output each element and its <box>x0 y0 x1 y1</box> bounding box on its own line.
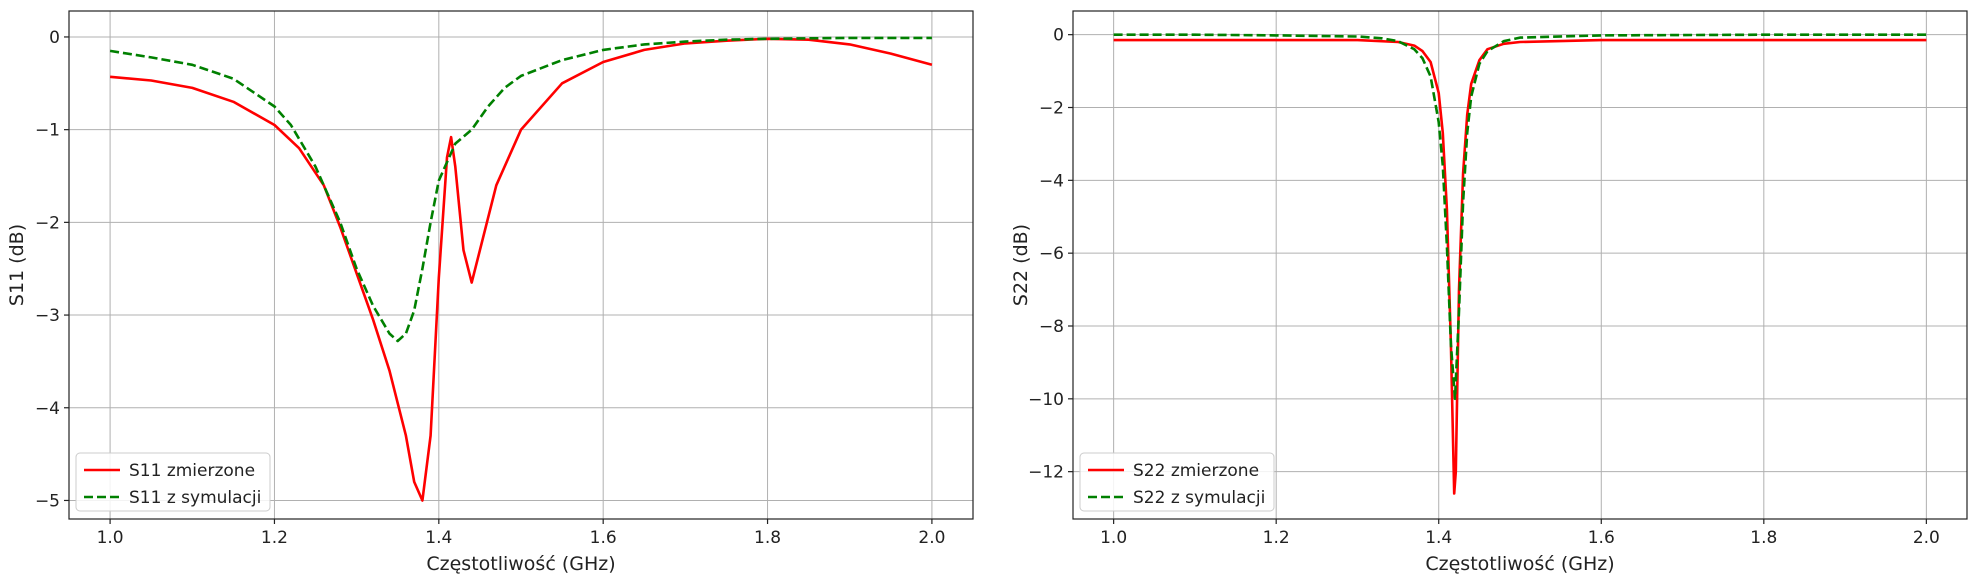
legend-label: S11 zmierzone <box>129 461 255 481</box>
y-tick-label: −6 <box>1039 244 1064 264</box>
x-tick-label: 1.0 <box>97 528 124 548</box>
legend-label: S22 zmierzone <box>1133 461 1259 481</box>
y-tick-label: −2 <box>1039 99 1064 119</box>
y-axis-label: S11 (dB) <box>6 224 28 306</box>
series-line-s22-z-symulacji <box>1113 33 1927 401</box>
legend-box <box>1079 452 1275 512</box>
y-tick-label: −2 <box>35 213 60 233</box>
x-axis-label: Częstotliwość (GHz) <box>1425 553 1614 575</box>
x-tick-label: 1.4 <box>1425 528 1452 548</box>
y-tick-label: −8 <box>1039 317 1064 337</box>
y-axis-label: S22 (dB) <box>1010 224 1032 306</box>
x-tick-label: 1.4 <box>425 528 452 548</box>
legend-box <box>75 452 271 512</box>
x-tick-label: 1.2 <box>1263 528 1290 548</box>
series-line-s11-z-symulacji <box>109 36 932 343</box>
x-tick-label: 2.0 <box>918 528 945 548</box>
y-tick-label: −3 <box>35 306 60 326</box>
legend-label: S22 z symulacji <box>1133 488 1265 508</box>
x-tick-label: 2.0 <box>1913 528 1940 548</box>
legend-label: S11 z symulacji <box>129 488 261 508</box>
y-tick-label: −10 <box>1028 390 1064 410</box>
x-tick-label: 1.0 <box>1100 528 1127 548</box>
y-tick-label: 0 <box>49 28 60 48</box>
x-tick-label: 1.8 <box>1750 528 1777 548</box>
y-tick-label: 0 <box>1053 26 1064 46</box>
y-tick-label: −4 <box>35 399 60 419</box>
plot-frame <box>1072 10 1968 520</box>
y-tick-label: −1 <box>35 121 60 141</box>
chart-panel-1: 1.0 1.2 1.4 1.6 1.8 2.0 0 −1 −2 −3 −4 −5 Częstotliwo… <box>6 10 974 575</box>
chart-panel-2: 1.0 1.2 1.4 1.6 1.8 2.0 0 −2 −4 −6 −8 −10 −12 Częstot… <box>1010 10 1968 575</box>
plot-frame <box>68 10 974 520</box>
x-axis-label: Częstotliwość (GHz) <box>426 553 615 575</box>
legend: S22 zmierzone S22 z symulacji <box>1079 452 1275 512</box>
x-tick-label: 1.8 <box>754 528 781 548</box>
legend: S11 zmierzone S11 z symulacji <box>75 452 271 512</box>
x-tick-label: 1.2 <box>261 528 288 548</box>
x-tick-label: 1.6 <box>1588 528 1615 548</box>
y-tick-label: −4 <box>1039 171 1064 191</box>
y-tick-label: −5 <box>35 491 60 511</box>
y-tick-label: −12 <box>1028 463 1064 483</box>
x-tick-label: 1.6 <box>590 528 617 548</box>
series-line-s11-zmierzone <box>109 37 933 502</box>
